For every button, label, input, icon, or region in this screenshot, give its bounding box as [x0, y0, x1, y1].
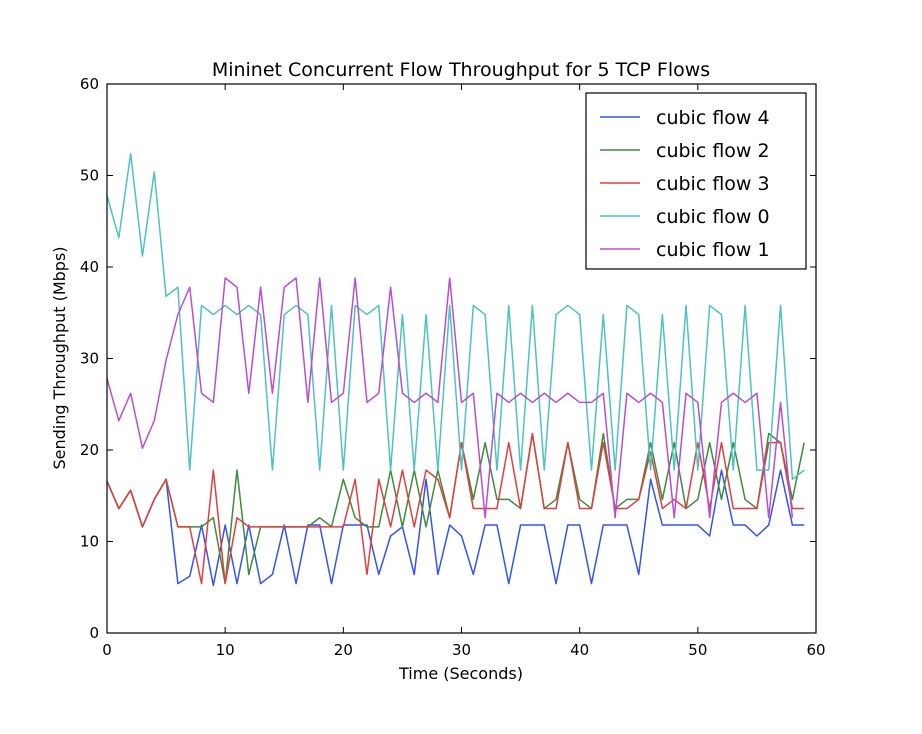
y-tick-label: 20	[80, 441, 99, 459]
x-tick-label: 20	[334, 641, 353, 659]
legend-label: cubic flow 1	[656, 239, 770, 261]
y-tick-label: 60	[80, 75, 99, 93]
legend-label: cubic flow 2	[656, 140, 770, 162]
x-axis-label: Time (Seconds)	[398, 664, 523, 683]
x-tick-label: 0	[102, 641, 112, 659]
y-tick-label: 0	[89, 624, 99, 642]
series-lines	[106, 152, 805, 587]
legend-label: cubic flow 4	[656, 107, 770, 129]
chart-title: Mininet Concurrent Flow Throughput for 5…	[212, 59, 710, 81]
legend-label: cubic flow 0	[656, 206, 770, 228]
x-tick-label: 40	[570, 641, 589, 659]
y-tick-label: 50	[80, 167, 99, 185]
y-axis-label: Sending Throughput (Mbps)	[50, 246, 69, 469]
series-line-cubic-flow-4	[106, 469, 805, 587]
series-line-cubic-flow-3	[106, 432, 805, 585]
tick-labels: 0 10 20 30 40 50 60 0 10 20 30 40 50 60	[80, 75, 826, 659]
x-tick-label: 60	[806, 641, 825, 659]
x-tick-label: 10	[216, 641, 235, 659]
y-tick-label: 30	[80, 350, 99, 368]
legend-label: cubic flow 3	[656, 173, 770, 195]
plot-frame	[106, 83, 817, 634]
series-line-cubic-flow-1	[106, 277, 794, 519]
x-tick-label: 50	[688, 641, 707, 659]
series-line-cubic-flow-0	[106, 152, 805, 481]
y-tick-label: 10	[80, 533, 99, 551]
legend: cubic flow 4 cubic flow 2 cubic flow 3 cubi…	[585, 92, 807, 270]
legend-box	[585, 92, 807, 270]
y-tick-label: 40	[80, 258, 99, 276]
x-tick-label: 30	[452, 641, 471, 659]
